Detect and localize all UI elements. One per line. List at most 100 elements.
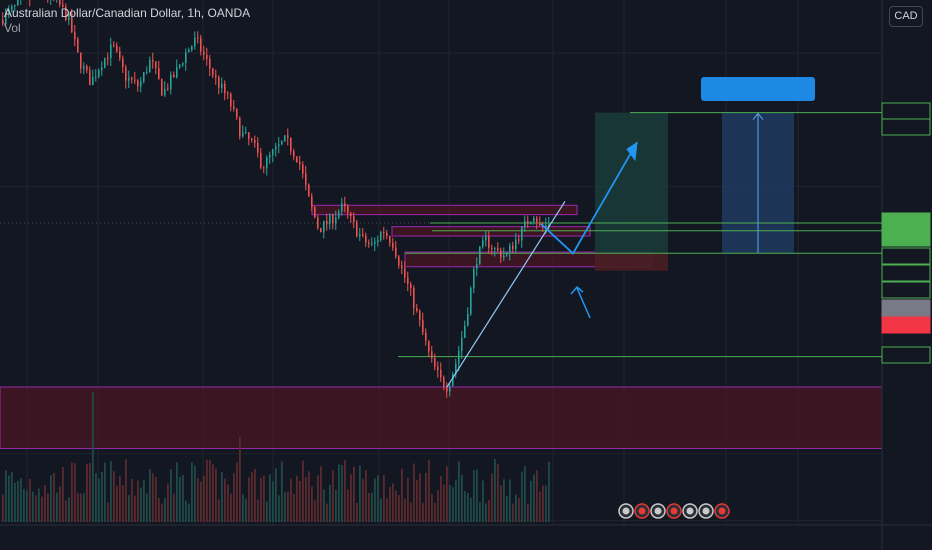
volume-bar: [104, 462, 106, 522]
volume-bar: [494, 459, 496, 522]
candle-body: [8, 9, 10, 13]
volume-bar: [317, 475, 319, 522]
volume-bar: [221, 471, 223, 522]
candle-body: [152, 59, 154, 62]
long-position-loss: [595, 253, 668, 271]
candle-body: [302, 164, 304, 174]
pointer-arrow: [576, 287, 591, 319]
candle-body: [200, 38, 202, 52]
candle-body: [65, 6, 67, 21]
candle-body: [485, 236, 487, 241]
candle-body: [206, 54, 208, 59]
candle-body: [401, 265, 403, 269]
candle-body: [131, 77, 133, 80]
currency-button[interactable]: CAD: [889, 6, 923, 27]
volume-bar: [92, 392, 94, 522]
support-zone: [0, 386, 883, 449]
volume-bar: [242, 494, 244, 522]
volume-bar: [365, 470, 367, 522]
candle-body: [494, 248, 496, 250]
volume-bar: [488, 500, 490, 522]
volume-bar: [404, 498, 406, 522]
volume-bar: [110, 461, 112, 522]
candle-body: [254, 139, 256, 143]
volume-bar: [23, 488, 25, 522]
candle-body: [410, 283, 412, 288]
volume-bar: [266, 501, 268, 522]
volume-bar: [2, 494, 4, 522]
candle-body: [365, 235, 367, 243]
volume-bar: [341, 464, 343, 522]
mid-zone: [391, 226, 591, 237]
volume-bar: [290, 478, 292, 522]
candle-body: [179, 64, 181, 68]
volume-bar: [302, 460, 304, 522]
candle-body: [269, 154, 271, 158]
volume-bar: [377, 475, 379, 522]
candle-body: [398, 256, 400, 266]
candle-body: [110, 44, 112, 58]
candle-body: [176, 67, 178, 78]
resistance-zone: [311, 204, 578, 216]
volume-bar: [449, 484, 451, 522]
candle-body: [428, 340, 430, 352]
price-label-box: [881, 264, 931, 282]
candle-body: [275, 146, 277, 150]
volume-bar: [338, 464, 340, 522]
candle-body: [407, 277, 409, 284]
volume-bar: [203, 475, 205, 522]
volume-bar: [443, 484, 445, 522]
volume-bar: [350, 474, 352, 522]
volume-bar: [230, 493, 232, 522]
volume-bar: [461, 474, 463, 522]
candle-body: [203, 51, 205, 55]
symbol-title[interactable]: Australian Dollar/Canadian Dollar, 1h, O…: [4, 6, 251, 20]
candle-body: [59, 0, 61, 5]
candle-body: [524, 220, 526, 227]
volume-bar: [530, 480, 532, 522]
candle-body: [290, 137, 292, 152]
candle-body: [422, 320, 424, 333]
volume-bar: [17, 480, 19, 522]
volume-bar: [506, 495, 508, 522]
candle-body: [281, 141, 283, 145]
candle-body: [170, 74, 172, 89]
volume-bar: [359, 465, 361, 522]
candle-body: [146, 72, 148, 74]
candle-body: [143, 72, 145, 82]
candle-body: [470, 288, 472, 314]
candle-body: [215, 75, 217, 78]
candle-body: [161, 79, 163, 96]
volume-bar: [536, 470, 538, 522]
volume-bar: [497, 463, 499, 522]
volume-bar: [455, 479, 457, 522]
volume-bar: [206, 459, 208, 522]
volume-bar: [191, 462, 193, 522]
volume-bar: [347, 489, 349, 522]
volume-bar: [281, 461, 283, 522]
volume-bar: [158, 497, 160, 522]
candle-body: [308, 184, 310, 197]
candle-body: [167, 88, 169, 90]
candle-body: [356, 221, 358, 236]
candle-body: [335, 217, 337, 224]
volume-bar: [218, 499, 220, 522]
volume-bar: [119, 476, 121, 522]
volume-bar: [11, 472, 13, 522]
candle-body: [158, 68, 160, 80]
volume-bar: [134, 495, 136, 522]
volume-bar: [113, 471, 115, 522]
event-markers[interactable]: [618, 503, 730, 519]
volume-bar: [485, 503, 487, 522]
volume-bar: [293, 493, 295, 522]
volume-bar: [503, 479, 505, 522]
candle-body: [296, 156, 298, 163]
volume-indicator-label[interactable]: Vol: [4, 21, 21, 35]
volume-bar: [509, 479, 511, 522]
volume-bar: [50, 475, 52, 522]
candle-body: [164, 88, 166, 96]
candle-body: [194, 37, 196, 47]
candle-body: [191, 46, 193, 51]
candle-body: [416, 308, 418, 311]
